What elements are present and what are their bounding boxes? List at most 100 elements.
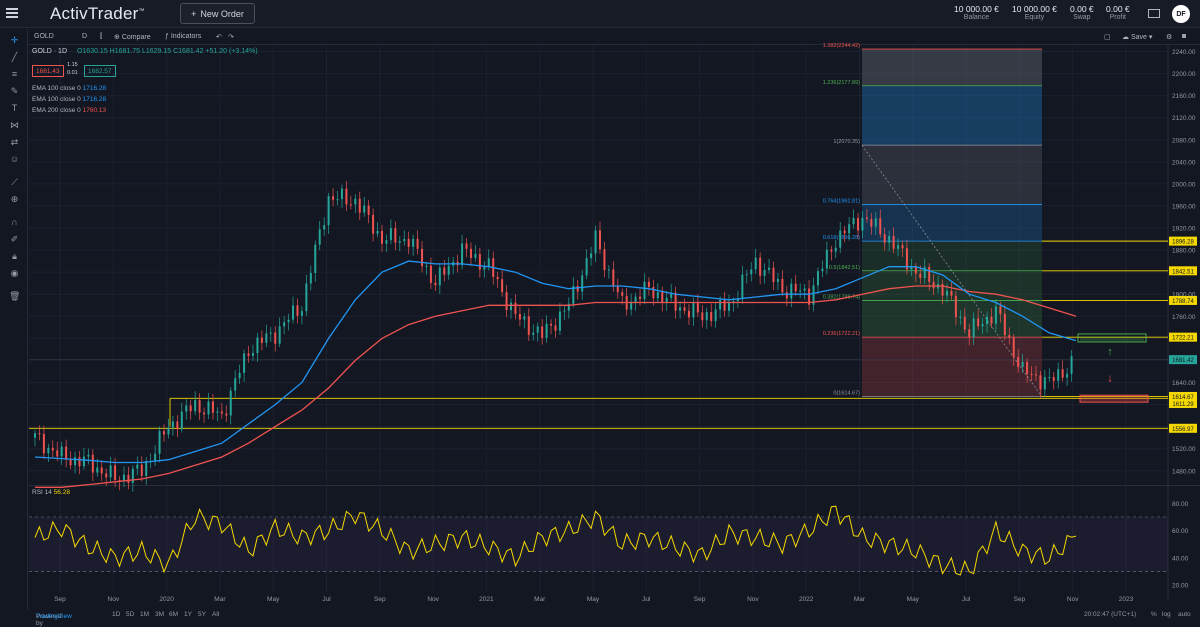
x-tick-label: May xyxy=(907,596,920,603)
take-profit-box xyxy=(1077,333,1147,343)
symbol-legend: GOLD · 1D O1630.15 H1681.75 L1629.15 C16… xyxy=(32,48,258,55)
auto-toggle[interactable]: auto xyxy=(1178,611,1191,618)
layout-icon[interactable]: ▢ xyxy=(1104,34,1111,41)
candle-body xyxy=(745,274,748,276)
range-1d[interactable]: 1D xyxy=(112,611,121,618)
fib-tool-icon[interactable]: ≡ xyxy=(11,69,18,79)
snapshot-icon[interactable]: ◙ xyxy=(1182,33,1187,40)
prediction-icon[interactable]: ⇄ xyxy=(10,137,19,147)
new-order-button[interactable]: + New Order xyxy=(180,3,255,24)
x-tick-label: Sep xyxy=(694,596,706,603)
candle-body xyxy=(207,401,210,415)
candle-body xyxy=(590,253,593,259)
redo-icon[interactable]: ↷ xyxy=(228,34,234,41)
candle-body xyxy=(265,333,268,343)
candle-body xyxy=(300,311,303,316)
candle-body xyxy=(180,411,183,430)
trend-line-icon[interactable]: ╱ xyxy=(11,52,18,62)
range-6m[interactable]: 6M xyxy=(169,611,179,618)
candle-body xyxy=(443,267,446,275)
x-tick-label: Nov xyxy=(1067,596,1079,603)
zoom-in-icon[interactable]: ⊕ xyxy=(10,194,19,204)
candle-body xyxy=(127,474,130,483)
candle-body xyxy=(839,230,842,248)
buy-price-box[interactable]: 1682.57 xyxy=(84,65,116,77)
candle-body xyxy=(1021,361,1024,367)
ohlc-values: O1630.15 H1681.75 L1629.15 C1681.42 +51.… xyxy=(76,48,258,55)
candle-body xyxy=(563,310,566,312)
candle-body xyxy=(336,199,339,201)
price-tag xyxy=(1169,355,1197,365)
candle-body xyxy=(861,217,864,231)
candle-body xyxy=(736,298,739,302)
price-tag xyxy=(1169,332,1197,342)
range-5d[interactable]: 5D xyxy=(126,611,135,618)
text-tool-icon[interactable]: T xyxy=(11,103,18,113)
pattern-icon[interactable]: ⋈ xyxy=(10,120,19,130)
x-tick-label: 2022 xyxy=(799,596,814,603)
range-1y[interactable]: 1Y xyxy=(184,611,192,618)
rsi-tick-label: 20.00 xyxy=(1172,583,1189,590)
candle-body xyxy=(438,267,441,286)
candle-body xyxy=(349,204,352,206)
rsi-pane: 80.00 60.00 40.00 20.00 xyxy=(29,501,1189,590)
rsi-legend[interactable]: RSI 14 56.28 xyxy=(32,489,70,496)
percent-toggle[interactable]: % xyxy=(1151,611,1157,618)
bar-style-icon[interactable]: ⫿ xyxy=(100,33,103,40)
measure-icon[interactable]: ⟋ xyxy=(11,177,18,187)
candle-body xyxy=(176,421,179,430)
candle-body xyxy=(598,230,601,250)
candle-body xyxy=(327,196,330,226)
chart-grid xyxy=(29,46,1200,600)
brush-icon[interactable]: ✎ xyxy=(10,86,19,96)
candle-body xyxy=(514,302,517,315)
candle-body xyxy=(928,266,931,282)
menu-icon[interactable] xyxy=(6,8,18,18)
candle-body xyxy=(816,271,819,286)
eye-icon[interactable]: ◉ xyxy=(10,268,19,278)
range-1m[interactable]: 1M xyxy=(140,611,150,618)
log-toggle[interactable]: log xyxy=(1162,611,1171,618)
avatar[interactable]: DF xyxy=(1172,5,1190,23)
candle-body xyxy=(256,337,259,354)
symbol-input[interactable]: GOLD xyxy=(34,33,54,40)
candle-body xyxy=(171,421,174,428)
interval-select[interactable]: D xyxy=(82,33,88,40)
indicators-button[interactable]: ƒ Indicators xyxy=(165,33,202,40)
trash-icon[interactable]: 🗑︎ xyxy=(9,291,21,301)
ema-legend-3[interactable]: EMA 200 close 0 1760.13 xyxy=(32,107,107,114)
candle-body xyxy=(977,318,980,327)
candle-body xyxy=(621,292,624,296)
candle-body xyxy=(812,285,815,305)
candle-body xyxy=(296,305,299,316)
stay-drawing-icon[interactable]: ✐ xyxy=(10,234,19,244)
lock-icon[interactable]: 🔒︎ xyxy=(12,251,17,261)
candle-body xyxy=(465,243,468,249)
fib-label: 1(2070.35) xyxy=(833,139,860,145)
ema-legend-1[interactable]: EMA 100 close 0 1716.28 xyxy=(32,85,107,92)
range-5y[interactable]: 5Y xyxy=(198,611,206,618)
candle-body xyxy=(287,319,290,323)
candle-body xyxy=(198,400,201,413)
compare-button[interactable]: ⊕ Compare xyxy=(114,34,151,41)
profit-stat[interactable]: 0.00 € Profit xyxy=(1106,4,1130,21)
sell-price-box[interactable]: 1681.43 xyxy=(32,65,64,77)
range-all[interactable]: All xyxy=(212,611,220,618)
crosshair-icon[interactable]: ✛ xyxy=(10,35,19,45)
candle-body xyxy=(870,219,873,227)
candle-body xyxy=(425,265,428,267)
save-button[interactable]: ☁ Save ▾ xyxy=(1122,34,1153,41)
candle-body xyxy=(879,218,882,235)
equity-stat: 10 000.00 € Equity xyxy=(1012,4,1057,21)
undo-icon[interactable]: ↶ xyxy=(216,34,222,41)
icons-tool-icon[interactable]: ☺ xyxy=(9,154,20,164)
range-3m[interactable]: 3M xyxy=(155,611,165,618)
candle-body xyxy=(785,292,788,299)
candle-body xyxy=(434,282,437,286)
settings-icon[interactable]: ⚙ xyxy=(1166,34,1173,41)
magnet-icon[interactable]: ∩ xyxy=(11,217,18,227)
ema-legend-2[interactable]: EMA 100 close 0 1716.28 xyxy=(32,96,107,103)
candle-body xyxy=(892,235,895,249)
mail-icon[interactable] xyxy=(1148,9,1160,18)
